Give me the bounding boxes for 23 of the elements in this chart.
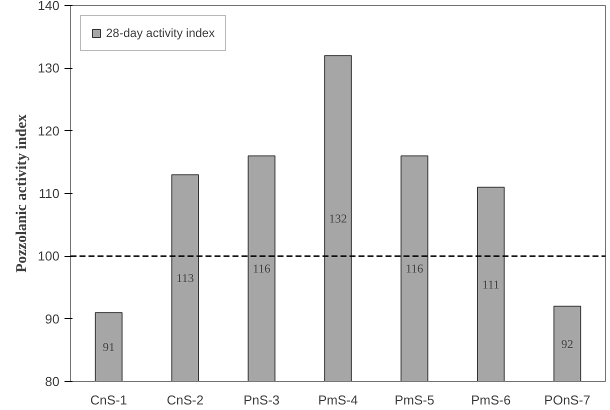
data-label: 91: [102, 340, 115, 354]
x-tick-label: CnS-1: [90, 392, 128, 408]
x-tick-label: PmS-4: [318, 392, 358, 408]
x-tick-label: PmS-5: [394, 392, 434, 408]
y-tick-label: 100: [38, 248, 60, 264]
y-tick-label: 90: [45, 311, 60, 326]
x-tick-label: PmS-6: [470, 392, 511, 408]
y-tick-label: 140: [38, 0, 60, 13]
legend-label: 28-day activity index: [106, 26, 215, 40]
y-tick-label: 110: [38, 186, 60, 201]
data-label: 132: [329, 212, 347, 226]
data-label: 116: [252, 262, 270, 276]
y-axis-title: Pozzolanic activity index: [14, 114, 30, 273]
data-label: 116: [406, 262, 424, 276]
x-tick-label: POnS-7: [544, 392, 590, 408]
y-tick-label: 80: [45, 374, 60, 389]
data-label: 113: [176, 271, 194, 286]
x-tick-label: CnS-2: [166, 392, 204, 408]
y-tick-label: 120: [38, 123, 60, 138]
x-tick-label: PnS-3: [244, 392, 280, 408]
data-label: 111: [482, 277, 500, 292]
y-tick-label: 130: [38, 60, 60, 76]
data-label: 92: [561, 336, 574, 351]
